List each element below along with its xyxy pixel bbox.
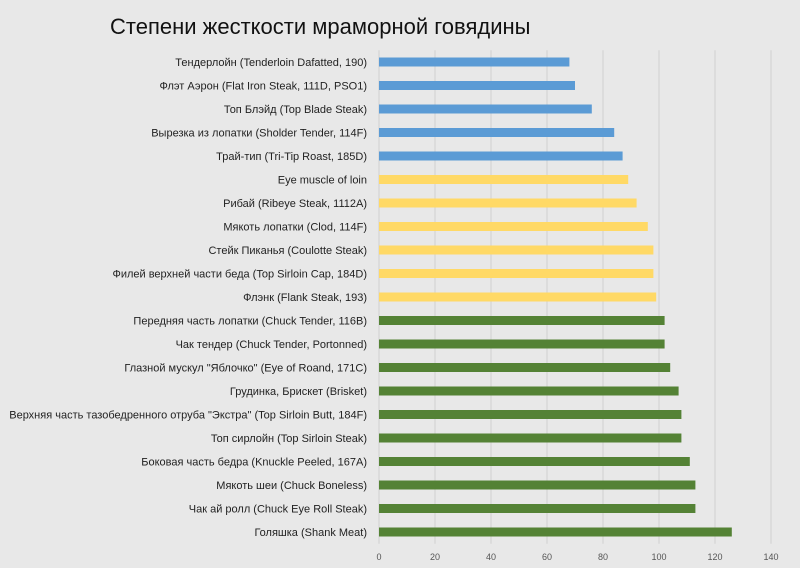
x-tick-label: 120	[707, 552, 722, 562]
category-label: Тендерлойн (Tenderloin Dafatted, 190)	[175, 57, 367, 69]
category-label: Трай-тип (Tri-Tip Roast, 185D)	[216, 151, 367, 163]
bar	[379, 363, 671, 372]
category-label: Вырезка из лопатки (Sholder Tender, 114F…	[151, 128, 367, 140]
x-tick-label: 80	[598, 552, 608, 562]
chart-title: Степени жесткости мраморной говядины	[110, 14, 531, 39]
bar	[379, 410, 682, 419]
category-label: Грудинка, Брискет (Brisket)	[230, 386, 367, 398]
bar	[379, 81, 575, 90]
category-label: Глазной мускул "Яблочко" (Eye of Roand, …	[124, 363, 367, 375]
x-tick-label: 40	[486, 552, 496, 562]
bar	[379, 128, 615, 137]
bar	[379, 527, 732, 537]
bar	[379, 57, 570, 67]
bar	[379, 480, 696, 490]
category-label: Мякоть шеи (Chuck Boneless)	[216, 480, 367, 492]
bar	[379, 222, 648, 231]
category-label: Голяшка (Shank Meat)	[254, 527, 367, 539]
bar	[379, 433, 682, 443]
bar	[379, 339, 665, 349]
category-label: Филей верхней части беда (Top Sirloin Ca…	[112, 269, 367, 281]
bar	[379, 175, 629, 184]
bar	[379, 292, 657, 302]
category-label: Чак ай ролл (Chuck Eye Roll Steak)	[189, 504, 367, 516]
bar	[379, 198, 637, 208]
bar	[379, 269, 654, 278]
bar	[379, 245, 654, 255]
x-tick-label: 20	[430, 552, 440, 562]
x-tick-label: 140	[763, 552, 778, 562]
bar	[379, 104, 592, 114]
category-label: Мякоть лопатки (Clod, 114F)	[223, 222, 367, 234]
category-label: Стейк Пиканья (Coulotte Steak)	[208, 245, 367, 257]
category-label: Eye muscle of loin	[278, 175, 367, 187]
bar	[379, 386, 679, 396]
category-label: Топ Блэйд (Top Blade Steak)	[224, 104, 367, 116]
category-label: Чак тендер (Chuck Tender, Portonned)	[176, 339, 367, 351]
bar	[379, 151, 623, 161]
category-label: Топ сирлойн (Top Sirloin Steak)	[211, 433, 367, 445]
bar	[379, 457, 690, 466]
category-label: Боковая часть бедра (Knuckle Peeled, 167…	[141, 457, 367, 469]
category-label: Флэт Аэрон (Flat Iron Steak, 111D, PSO1)	[159, 81, 367, 93]
category-label: Флэнк (Flank Steak, 193)	[243, 292, 367, 304]
x-tick-label: 0	[376, 552, 381, 562]
category-label: Верхняя часть тазобедренного отруба "Экс…	[9, 410, 367, 422]
x-tick-label: 100	[651, 552, 666, 562]
bar	[379, 316, 665, 325]
category-label: Рибай (Ribeye Steak, 1112A)	[223, 198, 367, 210]
x-tick-label: 60	[542, 552, 552, 562]
category-label: Передняя часть лопатки (Chuck Tender, 11…	[133, 316, 367, 328]
bar	[379, 504, 696, 513]
